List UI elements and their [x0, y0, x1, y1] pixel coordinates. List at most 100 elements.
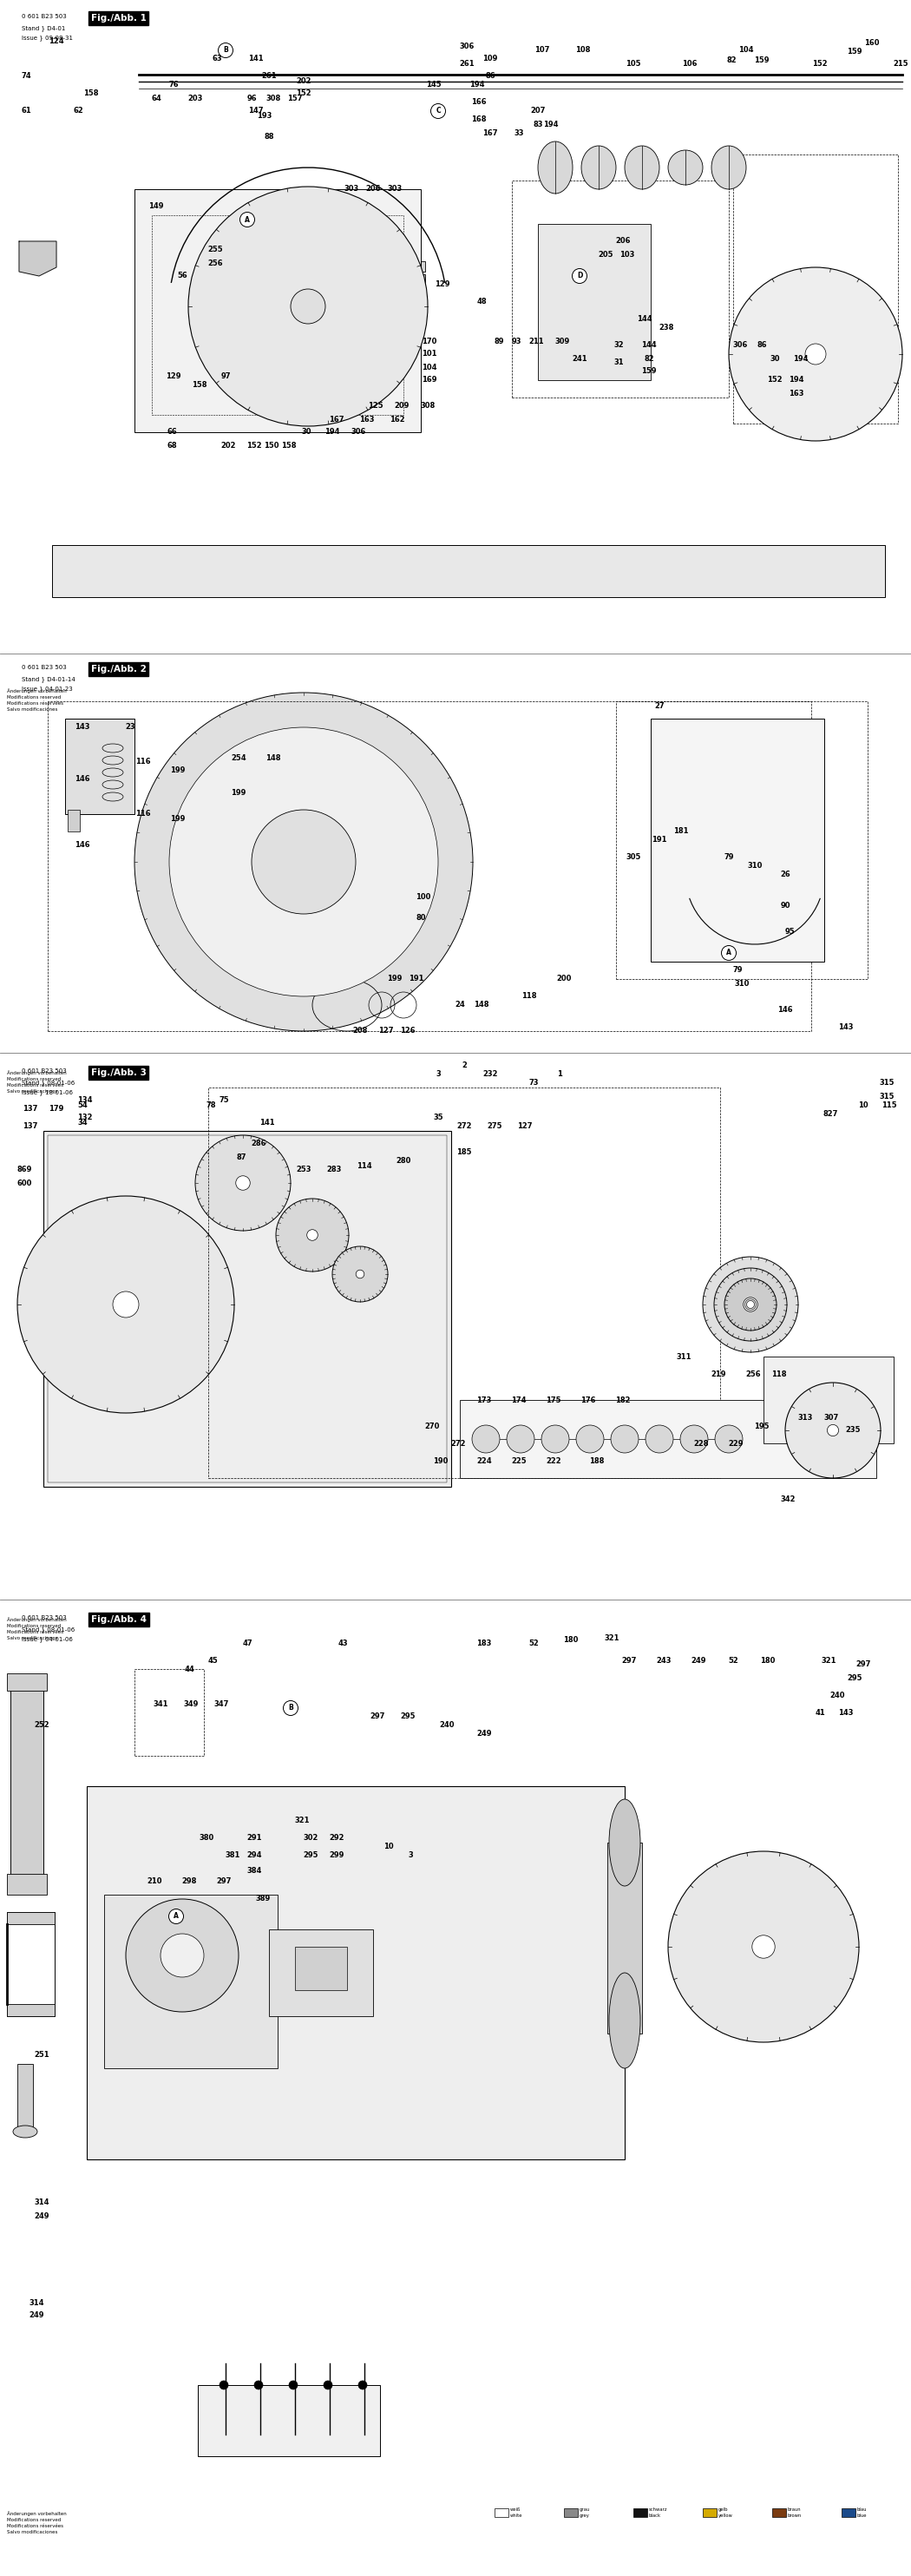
- Text: 148: 148: [474, 1002, 489, 1010]
- Bar: [17, 2063, 33, 2128]
- Text: 272: 272: [451, 1440, 466, 1448]
- Text: 235: 235: [845, 1427, 861, 1435]
- Text: 144: 144: [637, 314, 652, 325]
- Ellipse shape: [702, 1257, 798, 1352]
- Text: 313: 313: [798, 1414, 813, 1422]
- Text: 129: 129: [166, 371, 181, 379]
- Text: 24: 24: [455, 1002, 465, 1010]
- Text: 303: 303: [387, 185, 403, 193]
- Text: 159: 159: [641, 368, 657, 376]
- Text: 143: 143: [838, 1708, 854, 1716]
- Text: 270: 270: [425, 1422, 440, 1430]
- Text: 43: 43: [338, 1638, 348, 1646]
- Bar: [47, 1136, 446, 1481]
- Ellipse shape: [472, 1425, 500, 1453]
- Text: 211: 211: [528, 337, 544, 345]
- Ellipse shape: [747, 1301, 754, 1309]
- Text: 286: 286: [251, 1141, 266, 1149]
- Text: 180: 180: [563, 1636, 578, 1643]
- Ellipse shape: [507, 1425, 535, 1453]
- Text: 88: 88: [264, 134, 274, 142]
- Text: 159: 159: [847, 49, 862, 57]
- Text: 181: 181: [673, 827, 689, 835]
- Text: 215: 215: [893, 59, 908, 67]
- Text: 30: 30: [770, 355, 780, 363]
- Text: 249: 249: [34, 2213, 49, 2221]
- Text: 308: 308: [420, 402, 435, 410]
- Text: 87: 87: [236, 1154, 246, 1162]
- Text: 310: 310: [734, 979, 750, 987]
- Ellipse shape: [283, 1700, 298, 1716]
- Text: schwarz
black: schwarz black: [649, 2509, 668, 2517]
- Ellipse shape: [805, 343, 826, 366]
- Text: B: B: [223, 46, 228, 54]
- Text: 255: 255: [208, 247, 223, 255]
- Bar: [269, 1929, 374, 2017]
- Text: 52: 52: [728, 1656, 738, 1664]
- Text: 256: 256: [745, 1370, 761, 1378]
- Text: 126: 126: [400, 1028, 415, 1036]
- Text: 10: 10: [384, 1842, 394, 1850]
- Bar: [616, 701, 867, 979]
- Ellipse shape: [276, 1198, 349, 1273]
- Ellipse shape: [189, 185, 428, 425]
- Text: 297: 297: [370, 1713, 385, 1721]
- Text: 256: 256: [208, 260, 223, 268]
- Text: A: A: [245, 216, 250, 224]
- Ellipse shape: [220, 2380, 228, 2391]
- Bar: [44, 1131, 451, 1486]
- Bar: [135, 1669, 204, 1757]
- Ellipse shape: [291, 289, 325, 325]
- Bar: [52, 546, 885, 598]
- Text: 315: 315: [879, 1092, 895, 1100]
- Text: 104: 104: [422, 363, 437, 371]
- Text: 108: 108: [576, 46, 590, 54]
- Text: 295: 295: [400, 1713, 415, 1721]
- Text: Issue } 09-08-31: Issue } 09-08-31: [22, 33, 73, 41]
- Ellipse shape: [827, 1425, 839, 1435]
- Ellipse shape: [610, 1425, 639, 1453]
- Ellipse shape: [572, 268, 587, 283]
- Text: 100: 100: [415, 894, 431, 902]
- Ellipse shape: [646, 1425, 673, 1453]
- Ellipse shape: [135, 693, 473, 1030]
- Text: 0 601 B23 503: 0 601 B23 503: [22, 665, 67, 670]
- Text: 146: 146: [75, 840, 90, 848]
- Text: Stand } 08-01-06: Stand } 08-01-06: [22, 1625, 75, 1633]
- Text: 305: 305: [626, 853, 641, 860]
- Text: 127: 127: [378, 1028, 394, 1036]
- Text: 150: 150: [264, 440, 279, 448]
- Text: 193: 193: [257, 111, 272, 118]
- Bar: [47, 701, 811, 1030]
- Text: 194: 194: [543, 121, 558, 129]
- Ellipse shape: [219, 44, 233, 57]
- Text: 194: 194: [324, 428, 340, 435]
- Text: 170: 170: [422, 337, 437, 345]
- Bar: [7, 2004, 55, 2017]
- Text: 314: 314: [29, 2298, 44, 2306]
- Ellipse shape: [236, 1175, 251, 1190]
- Bar: [495, 2509, 508, 2517]
- Text: 1: 1: [557, 1072, 562, 1079]
- Bar: [608, 1842, 642, 2032]
- Text: 149: 149: [148, 204, 164, 211]
- Text: 78: 78: [206, 1100, 216, 1108]
- Text: 241: 241: [572, 355, 588, 363]
- Text: 95: 95: [784, 927, 794, 935]
- Text: 32: 32: [614, 343, 624, 350]
- Text: 169: 169: [422, 376, 437, 384]
- Text: 143: 143: [838, 1023, 854, 1030]
- Text: 199: 199: [387, 976, 403, 984]
- Text: 35: 35: [433, 1113, 443, 1121]
- Ellipse shape: [625, 147, 660, 188]
- Text: 33: 33: [514, 129, 524, 137]
- Text: 207: 207: [530, 108, 546, 116]
- Text: 129: 129: [435, 281, 450, 289]
- Text: 347: 347: [214, 1700, 229, 1708]
- Text: 229: 229: [728, 1440, 743, 1448]
- Text: 105: 105: [626, 59, 641, 67]
- Text: 89: 89: [494, 337, 504, 345]
- Text: C: C: [435, 108, 441, 116]
- Text: 26: 26: [780, 871, 791, 878]
- Text: A: A: [174, 1911, 179, 1919]
